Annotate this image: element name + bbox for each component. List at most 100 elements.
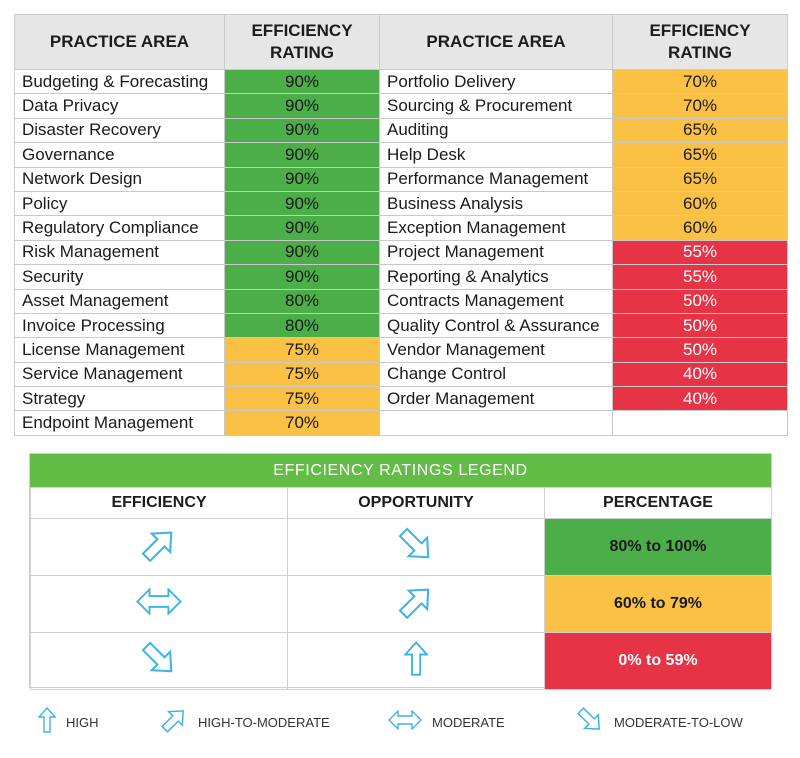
arrow-up-icon (37, 706, 57, 738)
practice-area-left: Budgeting & Forecasting (14, 68, 225, 95)
legend-percentage-high: 80% to 100% (544, 518, 772, 576)
arrow-up-right-icon (160, 706, 188, 739)
legend-col-percentage: PERCENTAGE (544, 487, 772, 519)
legend-efficiency-cell (30, 632, 288, 690)
efficiency-rating-left: 80% (224, 288, 380, 314)
efficiency-rating-left: 90% (224, 264, 380, 290)
efficiency-rating-left: 90% (224, 68, 380, 95)
efficiency-rating-left: 90% (224, 215, 380, 241)
efficiency-rating-right: 50% (612, 337, 788, 363)
efficiency-rating-left: 90% (224, 166, 380, 192)
efficiency-rating-right: 65% (612, 166, 788, 192)
efficiency-rating-left: 80% (224, 312, 380, 339)
table-row: Disaster Recovery 90% Auditing 65% (14, 117, 788, 144)
practice-area-right: Business Analysis (379, 190, 613, 217)
practice-area-left: Governance (14, 142, 225, 168)
practice-area-right: Vendor Management (379, 337, 613, 363)
table-row: Strategy 75% Order Management 40% (14, 386, 788, 412)
arrow-up-right-icon (397, 583, 435, 626)
efficiency-rating-right: 50% (612, 312, 788, 339)
efficiency-rating-right: 65% (612, 142, 788, 168)
legend-percentage-moderate: 60% to 79% (544, 575, 772, 633)
practice-area-left: License Management (14, 337, 225, 363)
key-label-moderate: MODERATE (432, 714, 505, 730)
arrow-down-right-icon (397, 526, 435, 569)
practice-area-left: Endpoint Management (14, 410, 225, 436)
practice-area-right: Performance Management (379, 166, 613, 192)
arrow-down-right-icon (140, 640, 178, 683)
arrow-down-right-icon (576, 706, 604, 739)
practice-area-left: Regulatory Compliance (14, 215, 225, 241)
practice-area-right: Exception Management (379, 215, 613, 241)
practice-area-right: Sourcing & Procurement (379, 93, 613, 119)
efficiency-rating-left: 90% (224, 190, 380, 217)
legend-row: 0% to 59% (30, 632, 772, 690)
key-item-moderate: MODERATE (388, 700, 505, 744)
key-item-high-to-moderate: HIGH-TO-MODERATE (160, 700, 330, 744)
legend-efficiency-cell (30, 575, 288, 633)
efficiency-rating-right: 40% (612, 386, 788, 412)
efficiency-rating-left: 90% (224, 93, 380, 119)
table-row: Risk Management 90% Project Management 55% (14, 239, 788, 266)
efficiency-rating-right: 70% (612, 93, 788, 119)
efficiency-rating-left: 75% (224, 337, 380, 363)
table-row: Invoice Processing 80% Quality Control & A… (14, 312, 788, 339)
practice-area-left: Strategy (14, 386, 225, 412)
practice-area-right: Auditing (379, 117, 613, 144)
practice-area-left: Asset Management (14, 288, 225, 314)
efficiency-rating-right: 55% (612, 239, 788, 266)
efficiency-rating-right: 40% (612, 361, 788, 388)
legend-row: 80% to 100% (30, 518, 772, 576)
efficiency-table: PRACTICE AREA EFFICIENCY RATING PRACTICE… (14, 14, 788, 436)
key-label-moderate-to-low: MODERATE-TO-LOW (614, 714, 743, 730)
header-label-line1: EFFICIENCY (251, 21, 353, 40)
table-row: Network Design 90% Performance Management 6… (14, 166, 788, 192)
efficiency-rating-right: 70% (612, 68, 788, 95)
table-body: Budgeting & Forecasting 90% Portfolio Deli… (14, 68, 788, 436)
legend-row: 60% to 79% (30, 575, 772, 633)
key-label-high-to-moderate: HIGH-TO-MODERATE (198, 714, 330, 730)
efficiency-rating-left: 75% (224, 386, 380, 412)
table-row: License Management 75% Vendor Management 50… (14, 337, 788, 363)
efficiency-rating-left: 75% (224, 361, 380, 388)
efficiency-rating-right: 65% (612, 117, 788, 144)
practice-area-right: Reporting & Analytics (379, 264, 613, 290)
efficiency-rating-right (612, 410, 788, 436)
practice-area-left: Policy (14, 190, 225, 217)
table-row: Service Management 75% Change Control 40% (14, 361, 788, 388)
practice-area-right: Contracts Management (379, 288, 613, 314)
header-efficiency-rating-left: EFFICIENCY RATING (224, 14, 380, 70)
table-row: Policy 90% Business Analysis 60% (14, 190, 788, 217)
header-label-line2: RATING (668, 43, 732, 62)
arrow-left-right-icon (136, 587, 182, 620)
efficiency-rating-left: 90% (224, 239, 380, 266)
practice-area-right: Order Management (379, 386, 613, 412)
key-label-high: HIGH (66, 714, 99, 730)
table-header-row: PRACTICE AREA EFFICIENCY RATING PRACTICE… (14, 14, 788, 70)
practice-area-right: Quality Control & Assurance (379, 312, 613, 339)
table-row: Endpoint Management 70% (14, 410, 788, 436)
efficiency-rating-left: 70% (224, 410, 380, 436)
legend-header-row: EFFICIENCY OPPORTUNITY PERCENTAGE (30, 487, 772, 519)
efficiency-rating-right: 50% (612, 288, 788, 314)
practice-area-right: Change Control (379, 361, 613, 388)
legend-title: EFFICIENCY RATINGS LEGEND (30, 454, 771, 487)
practice-area-right: Help Desk (379, 142, 613, 168)
arrow-up-right-icon (140, 526, 178, 569)
header-practice-area-left: PRACTICE AREA (14, 14, 225, 70)
efficiency-rating-right: 60% (612, 190, 788, 217)
legend-opportunity-cell (287, 518, 545, 576)
arrow-key: HIGH HIGH-TO-MODERATE MODERATE MODERATE-… (0, 700, 800, 744)
practice-area-right: Portfolio Delivery (379, 68, 613, 95)
arrow-up-icon (403, 640, 429, 681)
efficiency-rating-left: 90% (224, 142, 380, 168)
arrow-left-right-icon (388, 708, 422, 735)
legend-opportunity-cell (287, 575, 545, 633)
efficiency-ratings-legend: EFFICIENCY RATINGS LEGEND EFFICIENCY OPP… (29, 453, 772, 690)
key-item-high: HIGH (37, 700, 99, 744)
header-efficiency-rating-right: EFFICIENCY RATING (612, 14, 788, 70)
efficiency-rating-right: 60% (612, 215, 788, 241)
practice-area-left: Risk Management (14, 239, 225, 266)
header-practice-area-right: PRACTICE AREA (379, 14, 613, 70)
efficiency-rating-left: 90% (224, 117, 380, 144)
